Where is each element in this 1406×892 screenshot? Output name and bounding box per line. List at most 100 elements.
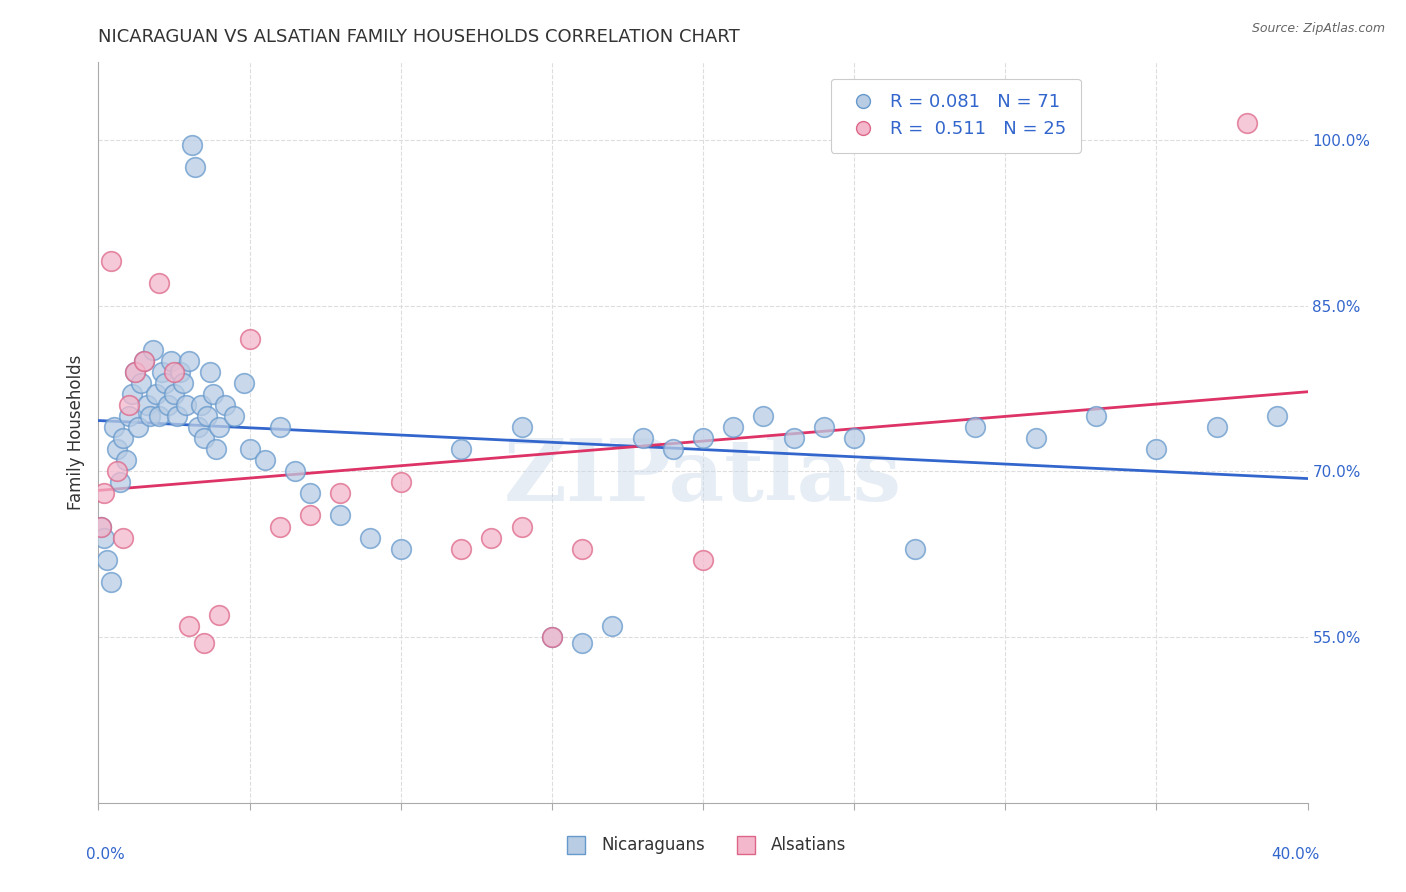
Point	[540, 630, 562, 644]
Point	[205, 442, 228, 457]
Point	[813, 420, 835, 434]
Point	[187, 420, 209, 434]
Point	[153, 376, 176, 390]
Point	[93, 531, 115, 545]
Point	[1267, 409, 1289, 423]
Point	[90, 519, 112, 533]
Point	[299, 486, 322, 500]
Point	[904, 541, 927, 556]
Point	[450, 541, 472, 556]
Point	[118, 409, 141, 423]
Point	[195, 409, 218, 423]
Point	[692, 431, 714, 445]
Point	[100, 574, 122, 589]
Point	[174, 398, 197, 412]
Point	[965, 420, 987, 434]
Point	[160, 353, 183, 368]
Point	[389, 475, 412, 490]
Point	[142, 343, 165, 357]
Legend: Nicaraguans, Alsatians: Nicaraguans, Alsatians	[553, 830, 853, 861]
Point	[181, 138, 204, 153]
Point	[571, 635, 593, 649]
Point	[389, 541, 412, 556]
Point	[510, 420, 533, 434]
Point	[253, 453, 276, 467]
Point	[481, 531, 503, 545]
Point	[239, 442, 262, 457]
Point	[100, 254, 122, 268]
Point	[284, 464, 307, 478]
Point	[232, 376, 254, 390]
Point	[145, 387, 167, 401]
Point	[124, 365, 146, 379]
Point	[105, 464, 128, 478]
Point	[121, 387, 143, 401]
Point	[299, 508, 322, 523]
Point	[208, 420, 231, 434]
Text: NICARAGUAN VS ALSATIAN FAMILY HOUSEHOLDS CORRELATION CHART: NICARAGUAN VS ALSATIAN FAMILY HOUSEHOLDS…	[98, 28, 740, 45]
Point	[631, 431, 654, 445]
Point	[1024, 431, 1046, 445]
Point	[1236, 116, 1258, 130]
Point	[193, 635, 215, 649]
Y-axis label: Family Households: Family Households	[66, 355, 84, 510]
Point	[269, 519, 291, 533]
Point	[135, 398, 157, 412]
Point	[111, 531, 134, 545]
Point	[132, 353, 155, 368]
Point	[540, 630, 562, 644]
Point	[239, 332, 262, 346]
Point	[148, 409, 170, 423]
Point	[723, 420, 745, 434]
Point	[571, 541, 593, 556]
Point	[93, 486, 115, 500]
Point	[169, 365, 191, 379]
Point	[150, 365, 173, 379]
Point	[179, 619, 201, 633]
Point	[166, 409, 188, 423]
Text: 0.0%: 0.0%	[86, 847, 125, 863]
Point	[783, 431, 806, 445]
Point	[108, 475, 131, 490]
Point	[184, 161, 207, 175]
Text: ZIPatlas: ZIPatlas	[503, 435, 903, 519]
Point	[602, 619, 624, 633]
Point	[200, 365, 222, 379]
Point	[190, 398, 212, 412]
Point	[329, 508, 352, 523]
Point	[90, 519, 112, 533]
Point	[208, 607, 231, 622]
Point	[103, 420, 125, 434]
Point	[132, 353, 155, 368]
Point	[114, 453, 136, 467]
Point	[661, 442, 683, 457]
Point	[202, 387, 225, 401]
Point	[163, 365, 186, 379]
Point	[96, 552, 118, 566]
Point	[752, 409, 775, 423]
Point	[844, 431, 866, 445]
Point	[111, 431, 134, 445]
Point	[172, 376, 194, 390]
Point	[148, 277, 170, 291]
Point	[269, 420, 291, 434]
Point	[1146, 442, 1168, 457]
Text: Source: ZipAtlas.com: Source: ZipAtlas.com	[1251, 22, 1385, 36]
Point	[450, 442, 472, 457]
Point	[118, 398, 141, 412]
Point	[105, 442, 128, 457]
Point	[1206, 420, 1229, 434]
Point	[127, 420, 149, 434]
Point	[124, 365, 146, 379]
Point	[179, 353, 201, 368]
Point	[214, 398, 236, 412]
Point	[163, 387, 186, 401]
Point	[156, 398, 179, 412]
Point	[139, 409, 162, 423]
Point	[510, 519, 533, 533]
Point	[360, 531, 382, 545]
Point	[692, 552, 714, 566]
Point	[1085, 409, 1108, 423]
Point	[129, 376, 152, 390]
Text: 40.0%: 40.0%	[1271, 847, 1320, 863]
